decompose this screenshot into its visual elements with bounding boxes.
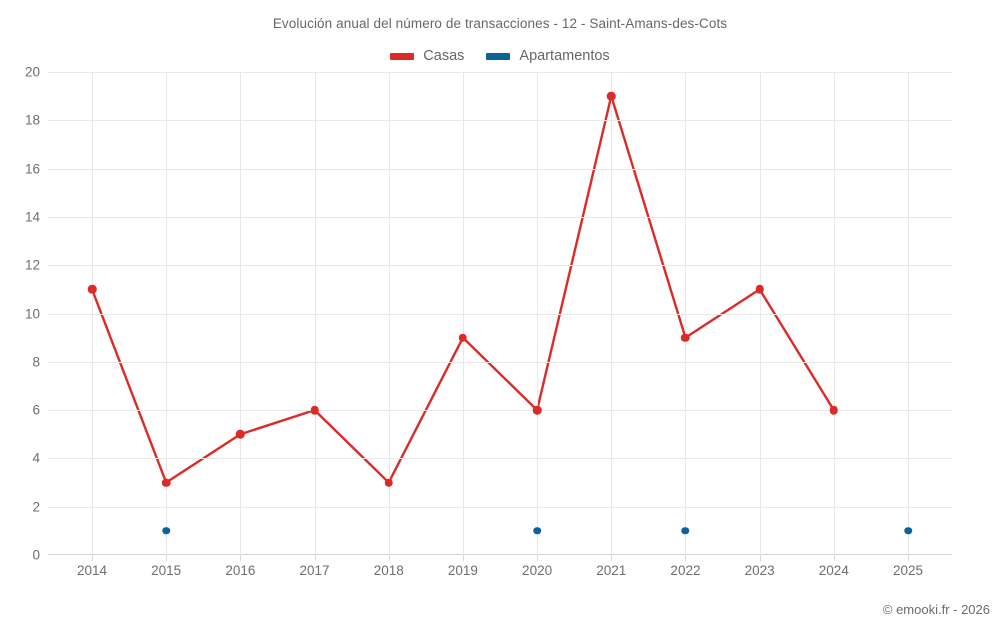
x-axis-tick-label: 2021 [596, 563, 627, 578]
data-point-apartamentos-2020[interactable] [533, 527, 541, 535]
x-axis-tickmark [462, 555, 464, 561]
data-point-casas-2014[interactable] [87, 285, 97, 294]
data-point-casas-2022[interactable] [681, 333, 690, 342]
x-axis-tick-label: 2017 [299, 563, 330, 578]
legend-swatch-icon [486, 52, 511, 60]
gridline-vertical [92, 72, 93, 555]
y-axis-tick-label: 14 [24, 209, 40, 225]
legend-item-casas[interactable]: Casas [390, 48, 464, 64]
x-axis-tickmark [314, 555, 316, 561]
x-axis-tickmark [759, 555, 761, 561]
x-axis-tick-label: 2018 [373, 563, 404, 578]
y-axis-tick-label: 2 [32, 499, 40, 515]
chart-legend: Casas Apartamentos [0, 46, 1000, 66]
data-point-casas-2017[interactable] [310, 405, 319, 415]
x-axis-tick-label: 2023 [744, 563, 775, 578]
x-axis-tickmark [833, 555, 835, 561]
plot-area [48, 72, 952, 555]
gridline-vertical [537, 72, 539, 555]
y-axis-tick-label: 16 [24, 161, 40, 177]
gridline-vertical [388, 72, 390, 555]
chart-title: Evolución anual del número de transaccio… [272, 16, 728, 31]
gridline-horizontal [48, 313, 952, 315]
y-axis-tick-label: 18 [24, 112, 40, 128]
gridline-vertical [611, 72, 613, 555]
x-axis-tickmark [908, 555, 909, 561]
data-point-apartamentos-2022[interactable] [681, 527, 690, 535]
data-point-casas-2019[interactable] [458, 333, 468, 342]
gridline-horizontal [48, 168, 952, 170]
gridline-horizontal [48, 458, 952, 460]
x-axis-tick-label: 2019 [447, 563, 478, 578]
x-axis-tick-label: 2020 [522, 563, 553, 578]
y-axis-tick-label: 4 [32, 450, 40, 466]
x-axis-tick-label: 2016 [225, 563, 256, 578]
data-point-casas-2016[interactable] [236, 430, 245, 439]
legend-swatch-icon [390, 52, 415, 60]
gridline-horizontal [48, 265, 952, 267]
footer-credit: © emooki.fr - 2026 [882, 602, 990, 617]
gridline-horizontal [48, 361, 952, 363]
data-point-casas-2018[interactable] [384, 478, 393, 487]
gridline-vertical [166, 72, 168, 555]
data-point-casas-2021[interactable] [607, 91, 616, 101]
y-axis-tick-label: 12 [24, 257, 40, 273]
gridline-vertical [314, 72, 316, 555]
y-axis-tick-label: 6 [32, 402, 40, 418]
data-point-apartamentos-2015[interactable] [162, 527, 170, 535]
gridline-horizontal [48, 410, 952, 412]
data-point-apartamentos-2025[interactable] [904, 527, 912, 535]
x-axis-tickmark [537, 555, 539, 561]
y-axis-tick-label: 0 [32, 547, 40, 563]
data-point-casas-2024[interactable] [829, 405, 839, 415]
x-axis-tickmark [685, 555, 687, 561]
x-axis-tickmark [92, 555, 93, 561]
gridline-vertical [833, 72, 835, 555]
x-axis-baseline [48, 554, 952, 555]
x-axis-tick-label: 2014 [76, 563, 108, 578]
y-axis-tick-label: 10 [24, 306, 40, 321]
data-point-casas-2023[interactable] [755, 285, 764, 294]
gridline-vertical [685, 72, 687, 555]
gridline-horizontal [48, 120, 952, 122]
data-point-casas-2015[interactable] [161, 478, 171, 487]
x-axis-tickmark [240, 555, 242, 561]
x-axis-tickmark [166, 555, 168, 561]
x-axis-tickmark [611, 555, 613, 561]
gridline-vertical [908, 72, 909, 555]
legend-item-label: Casas [423, 48, 465, 64]
legend-item-label: Apartamentos [519, 48, 610, 64]
x-axis-tick-label: 2025 [892, 563, 924, 578]
y-axis-labels: 20 18 16 14 12 10 8 6 4 2 0 [0, 65, 40, 563]
gridline-vertical [759, 72, 761, 555]
gridline-horizontal [48, 72, 952, 73]
legend-item-apartamentos[interactable]: Apartamentos [486, 48, 610, 64]
data-point-casas-2020[interactable] [532, 405, 542, 415]
x-axis-tick-label: 2024 [818, 563, 849, 578]
y-axis-tick-label: 20 [24, 64, 40, 80]
x-axis-tickmark [388, 555, 390, 561]
gridline-vertical [240, 72, 242, 555]
gridline-vertical [462, 72, 464, 555]
x-axis-tick-label: 2015 [151, 563, 182, 578]
gridline-horizontal [48, 506, 952, 508]
y-axis-tick-label: 8 [32, 354, 40, 370]
x-axis-tick-label: 2022 [670, 563, 701, 578]
gridline-horizontal [48, 216, 952, 218]
x-axis-labels: 2014 2015 2016 2017 2018 2019 2020 2021 2022 2023… [48, 563, 952, 587]
